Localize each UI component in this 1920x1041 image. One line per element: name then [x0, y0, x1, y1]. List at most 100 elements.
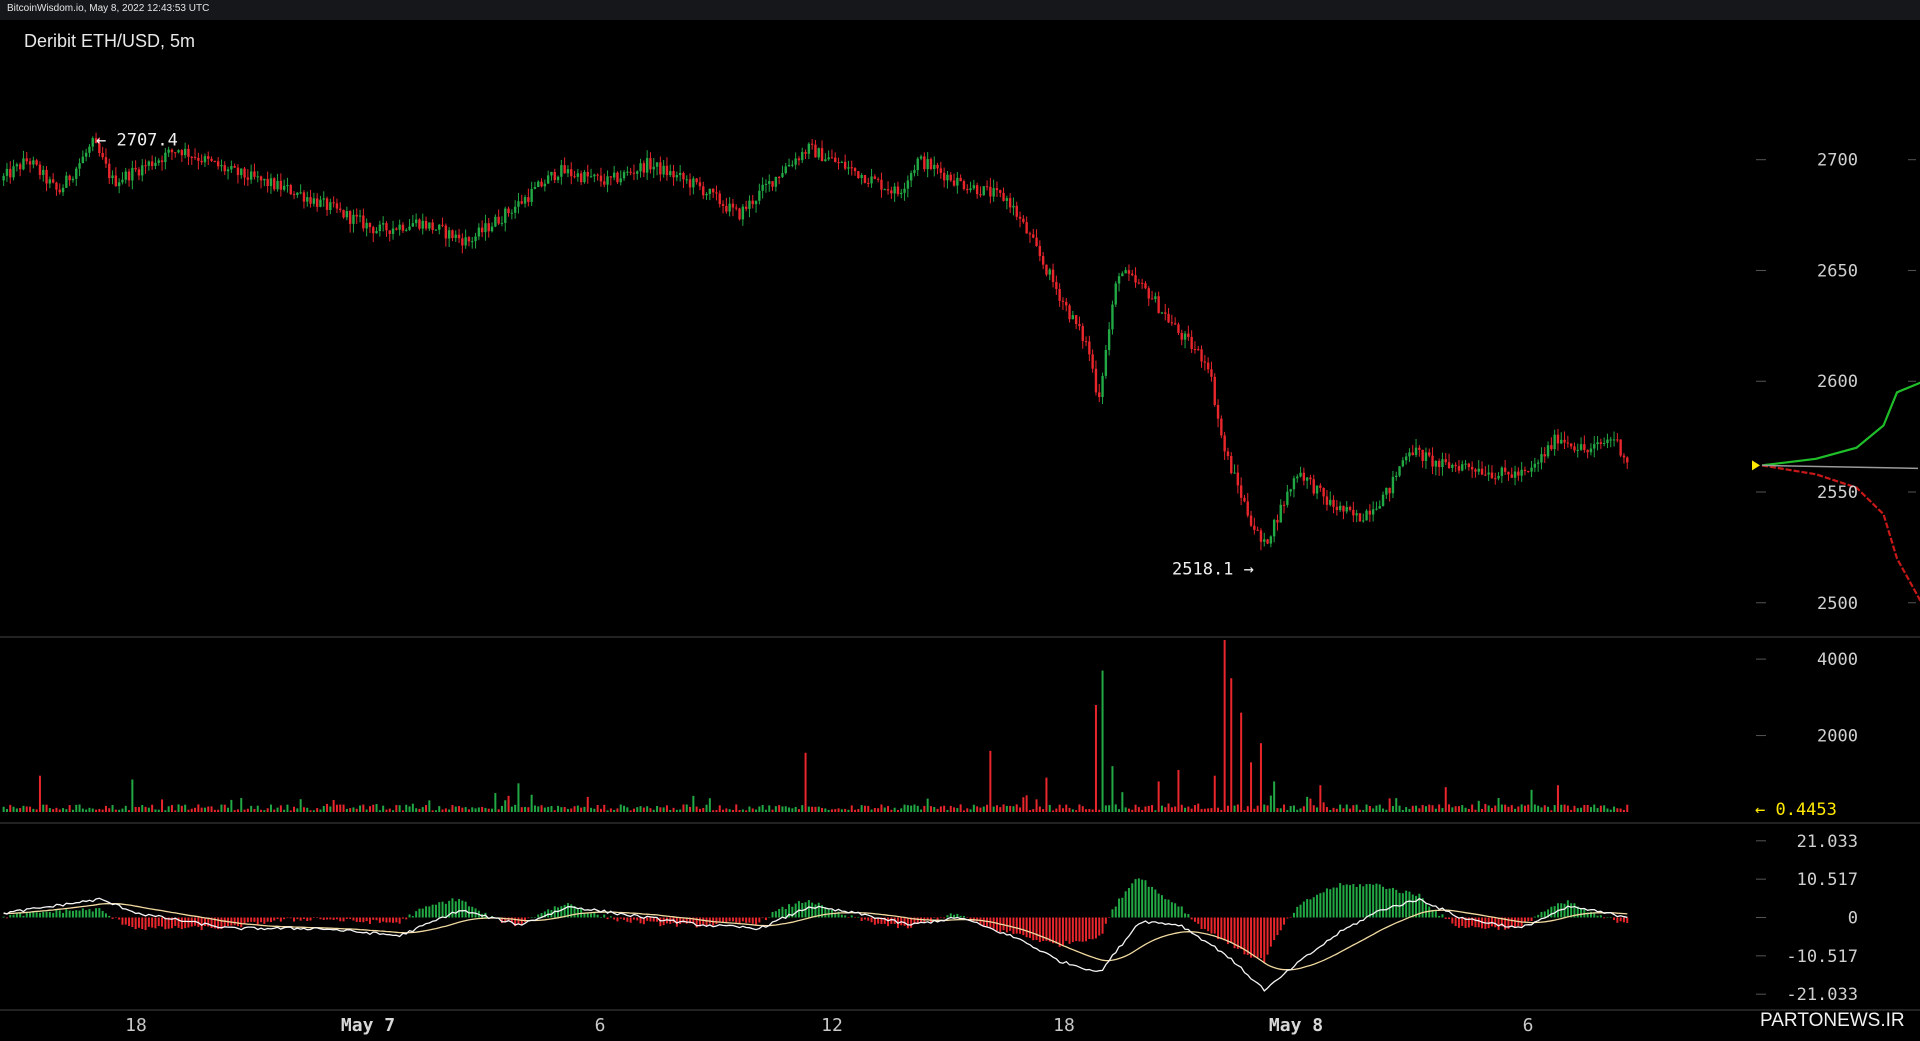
macd-histogram-bar: [956, 913, 959, 918]
candle-body: [197, 157, 200, 161]
candle-body: [266, 178, 269, 187]
volume-bar: [863, 805, 866, 812]
volume-bar: [1556, 785, 1559, 812]
volume-bar: [395, 805, 398, 812]
candle-body: [975, 185, 979, 195]
volume-bar: [1454, 806, 1457, 812]
macd-histogram-bar: [649, 917, 652, 922]
candle-body: [434, 229, 438, 231]
candle-body: [319, 199, 322, 207]
volume-panel[interactable]: [2, 640, 1629, 812]
macd-histogram-bar: [1246, 917, 1249, 955]
macd-histogram-bar: [279, 917, 282, 922]
volume-bar: [352, 807, 355, 812]
macd-histogram-bar: [702, 917, 705, 925]
volume-bar: [484, 807, 487, 812]
macd-histogram-bar: [642, 917, 645, 925]
candle-body: [1461, 464, 1464, 471]
volume-bar: [995, 805, 998, 812]
macd-histogram-bar: [121, 917, 124, 925]
macd-histogram-bar: [454, 901, 457, 918]
macd-histogram-bar: [5, 917, 8, 919]
volume-bar: [477, 807, 480, 812]
volume-bar: [1263, 804, 1266, 812]
candle-body: [1599, 442, 1603, 444]
macd-histogram-bar: [1061, 917, 1064, 946]
volume-bar: [434, 810, 437, 812]
time-tick-label: 6: [595, 1015, 606, 1036]
macd-histogram-bar: [428, 906, 431, 918]
volume-bar: [593, 808, 596, 812]
candle-body: [1335, 506, 1339, 511]
volume-bar: [768, 805, 771, 812]
macd-histogram-bar: [632, 917, 635, 920]
macd-histogram-bar: [434, 904, 437, 918]
macd-histogram-bar: [1609, 917, 1612, 918]
macd-panel[interactable]: [2, 878, 1629, 992]
volume-bar: [830, 809, 833, 812]
macd-histogram-bar: [203, 917, 206, 927]
candle-body: [982, 186, 985, 196]
volume-bar: [114, 809, 117, 812]
volume-bar: [913, 804, 916, 812]
candle-body: [1560, 439, 1563, 444]
candle-body: [1395, 475, 1398, 477]
candle-body: [589, 176, 593, 178]
candle-body: [672, 171, 675, 178]
candle-body: [193, 157, 197, 159]
candle-body: [1167, 313, 1170, 323]
macd-histogram-bar: [62, 912, 65, 918]
volume-bar: [755, 809, 758, 812]
price-panel[interactable]: ← 2707.4 2518.1 →: [2, 130, 1629, 580]
candle-body: [438, 224, 441, 230]
candle-body: [1619, 439, 1622, 456]
volume-bar: [527, 807, 530, 812]
macd-histogram-bar: [1576, 906, 1579, 918]
volume-bar: [1494, 805, 1497, 812]
candle-body: [183, 148, 187, 156]
volume-bar: [1339, 804, 1342, 812]
macd-histogram-bar: [1058, 917, 1061, 947]
volume-bar: [408, 806, 411, 812]
macd-histogram-bar: [269, 917, 272, 923]
volume-bar: [877, 808, 880, 812]
volume-bar: [986, 804, 989, 812]
candle-body: [606, 176, 609, 185]
macd-histogram-bar: [91, 911, 94, 918]
volume-bar: [1428, 804, 1431, 812]
macd-histogram-bar: [698, 917, 701, 927]
volume-last-value: ← 0.4453: [1755, 800, 1837, 820]
volume-bar: [1391, 806, 1394, 812]
volume-bar: [35, 809, 38, 812]
candle-body: [853, 167, 857, 172]
candle-body: [160, 160, 164, 163]
volume-bar: [491, 808, 494, 812]
candle-body: [1173, 323, 1177, 325]
volume-bar: [260, 809, 263, 812]
candle-body: [147, 161, 151, 166]
candle-body: [55, 182, 58, 190]
volume-bar: [939, 806, 942, 812]
volume-bar: [1141, 809, 1144, 812]
volume-bar: [1286, 810, 1289, 812]
candle-body: [814, 144, 817, 158]
macd-histogram-bar: [781, 906, 784, 918]
macd-histogram-bar: [1065, 917, 1068, 941]
volume-bar: [1533, 804, 1536, 812]
candle-body: [1074, 315, 1078, 325]
volume-bar: [213, 809, 216, 812]
candle-body: [906, 180, 910, 189]
macd-histogram-bar: [1012, 917, 1015, 934]
macd-histogram-bar: [890, 917, 893, 924]
volume-bar: [649, 808, 652, 812]
volume-bar: [741, 809, 744, 812]
macd-histogram-bar: [1085, 917, 1088, 942]
candle-body: [685, 179, 688, 181]
candle-body: [1523, 469, 1527, 471]
volume-bar: [794, 806, 797, 812]
volume-bar: [266, 808, 269, 812]
macd-histogram-bar: [154, 917, 157, 929]
candle-body: [1573, 446, 1576, 451]
candle-body: [583, 171, 586, 183]
